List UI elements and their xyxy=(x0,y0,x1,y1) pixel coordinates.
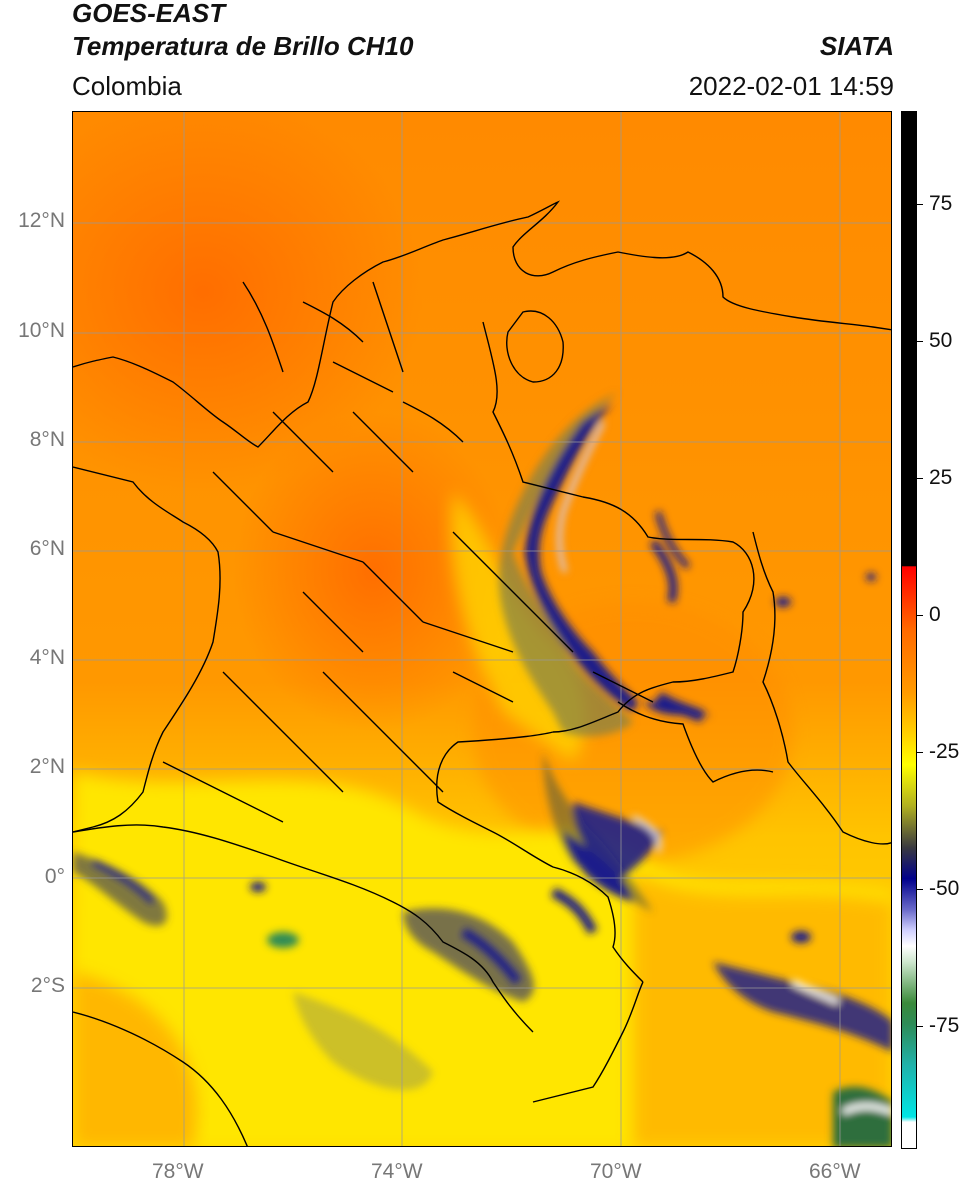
product-title: Temperatura de Brillo CH10 xyxy=(72,31,414,61)
orange-zone-southeast xyxy=(633,872,891,1146)
colorbar-label-neg50: -50 xyxy=(929,877,960,900)
region-label: Colombia xyxy=(72,71,182,101)
border-brazil-peru xyxy=(73,1011,248,1146)
satellite-title: GOES-EAST xyxy=(72,0,226,28)
border-colombia-peru xyxy=(532,981,644,1103)
map-canvas xyxy=(73,112,891,1146)
lat-tick-8n: 8°N xyxy=(29,428,65,451)
colorbar-tick-neg75 xyxy=(917,1026,923,1027)
lat-tick-2s: 2°S xyxy=(30,974,65,997)
colorbar-label-75: 75 xyxy=(929,192,953,215)
lat-tick-4n: 4°N xyxy=(29,646,65,669)
orange-zone-southwest xyxy=(73,972,197,1146)
colorbar xyxy=(901,111,917,1149)
datetime-label: 2022-02-01 14:59 xyxy=(688,71,894,101)
warm-region-caribbean xyxy=(73,112,423,492)
colorbar-tick-0 xyxy=(917,615,923,616)
colorbar-label-neg75: -75 xyxy=(929,1014,960,1037)
satellite-map[interactable] xyxy=(72,111,892,1147)
border-venezuela-guyana xyxy=(752,531,891,845)
river-orinoco xyxy=(617,701,774,783)
coastline-pacific xyxy=(73,466,221,833)
border-colombia-venezuela xyxy=(482,321,755,733)
colorbar-tick-75 xyxy=(917,204,923,205)
colorbar-tick-neg25 xyxy=(917,752,923,753)
lat-tick-12n: 12°N xyxy=(18,209,65,232)
lat-tick-2n: 2°N xyxy=(29,755,65,778)
graticule xyxy=(73,112,891,1146)
colorbar-tick-neg50 xyxy=(917,889,923,890)
institution-label: SIATA xyxy=(819,31,894,61)
lon-tick-78w: 78°W xyxy=(152,1160,204,1183)
colorbar-label-0: 0 xyxy=(929,603,941,626)
boundary-lines xyxy=(73,200,891,1146)
colorbar-tick-25 xyxy=(917,478,923,479)
coastline-caribbean xyxy=(73,200,891,448)
colorbar-label-50: 50 xyxy=(929,329,953,352)
lon-tick-70w: 70°W xyxy=(590,1160,642,1183)
colorbar-label-neg25: -25 xyxy=(929,740,960,763)
lon-tick-74w: 74°W xyxy=(371,1160,423,1183)
lat-tick-0: 0° xyxy=(44,865,65,888)
colorbar-tick-50 xyxy=(917,341,923,342)
lon-tick-66w: 66°W xyxy=(809,1160,861,1183)
colorbar-fill xyxy=(902,112,916,1148)
cold-cloud-band xyxy=(73,392,891,1146)
border-colombia-ecuador xyxy=(73,824,534,1033)
border-colombia-brazil xyxy=(436,731,644,983)
lat-tick-10n: 10°N xyxy=(18,319,65,342)
lake-maracaibo xyxy=(506,310,564,383)
departments xyxy=(162,281,654,823)
lat-tick-6n: 6°N xyxy=(29,537,65,560)
colorbar-gradient xyxy=(902,112,916,1148)
colorbar-label-25: 25 xyxy=(929,466,953,489)
